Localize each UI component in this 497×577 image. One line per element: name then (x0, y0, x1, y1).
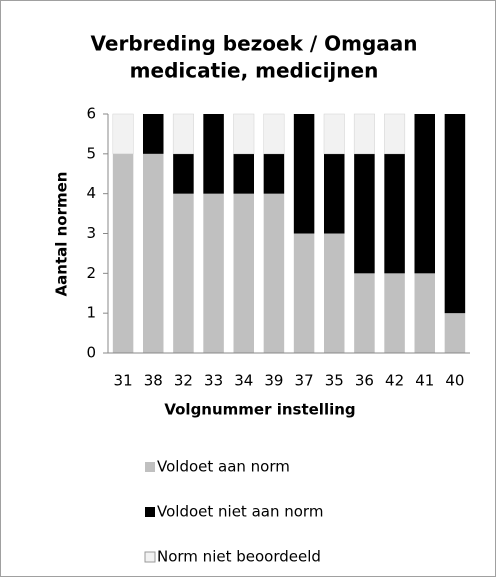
bar-segment (444, 313, 466, 353)
x-tick-label: 34 (234, 372, 253, 390)
bar-segment (353, 113, 375, 155)
bar-segment (384, 153, 405, 274)
legend-swatch (145, 507, 155, 517)
bar-segment (112, 153, 134, 353)
x-tick-label: 36 (355, 372, 374, 390)
x-axis-title: Volgnummer instelling (164, 401, 355, 419)
bar-segment (384, 113, 406, 155)
x-tick-label: 38 (144, 372, 163, 390)
chart-title: medicatie, medicijnen (130, 59, 379, 83)
bar-segment (293, 114, 315, 234)
bar-segment (354, 153, 375, 274)
x-tick-label: 37 (295, 372, 314, 390)
x-tick-label: 40 (445, 372, 464, 390)
bar-segment (142, 114, 164, 154)
bar-segment (263, 153, 285, 194)
x-tick-label: 31 (114, 372, 133, 390)
x-tick-label: 33 (204, 372, 223, 390)
legend-label: Voldoet niet aan norm (157, 503, 323, 521)
bar-segment (233, 113, 255, 155)
bar-segment (354, 273, 375, 353)
bar-segment (384, 273, 405, 353)
bar-segment (293, 233, 315, 353)
legend-swatch (144, 551, 156, 563)
bar-segment (112, 113, 134, 155)
y-tick-label: 6 (86, 105, 96, 123)
bar-segment (172, 113, 194, 155)
legend-label: Norm niet beoordeeld (157, 548, 321, 566)
bar-segment (444, 114, 466, 314)
legend-swatch (145, 462, 155, 472)
x-tick-label: 42 (385, 372, 404, 390)
x-tick-label: 32 (174, 372, 193, 390)
x-tick-label: 41 (415, 372, 434, 390)
bar-segment (323, 153, 345, 234)
y-tick-label: 5 (86, 144, 96, 162)
bar-segment (203, 114, 224, 194)
x-tick-label: 39 (264, 372, 283, 390)
legend-label: Voldoet aan norm (157, 458, 290, 476)
bar-segment (203, 193, 224, 353)
y-tick-label: 3 (86, 224, 96, 242)
bar-segment (414, 114, 436, 274)
y-axis-title: Aantal normen (53, 172, 71, 297)
bar-segment (233, 193, 255, 353)
y-tick-label: 0 (86, 344, 96, 362)
bar-segment (173, 193, 194, 353)
chart-title: Verbreding bezoek / Omgaan (91, 32, 418, 56)
y-tick-label: 4 (86, 184, 96, 202)
bar-segment (263, 193, 285, 353)
bar-segment (173, 153, 194, 194)
bar-segment (323, 233, 345, 353)
y-tick-label: 1 (86, 304, 96, 322)
y-tick-label: 2 (86, 264, 96, 282)
x-tick-label: 35 (325, 372, 344, 390)
bar-segment (263, 113, 285, 155)
bar-segment (233, 153, 255, 194)
bar-segment (142, 153, 164, 353)
bar-segment (414, 273, 436, 353)
bar-segment (323, 113, 345, 155)
